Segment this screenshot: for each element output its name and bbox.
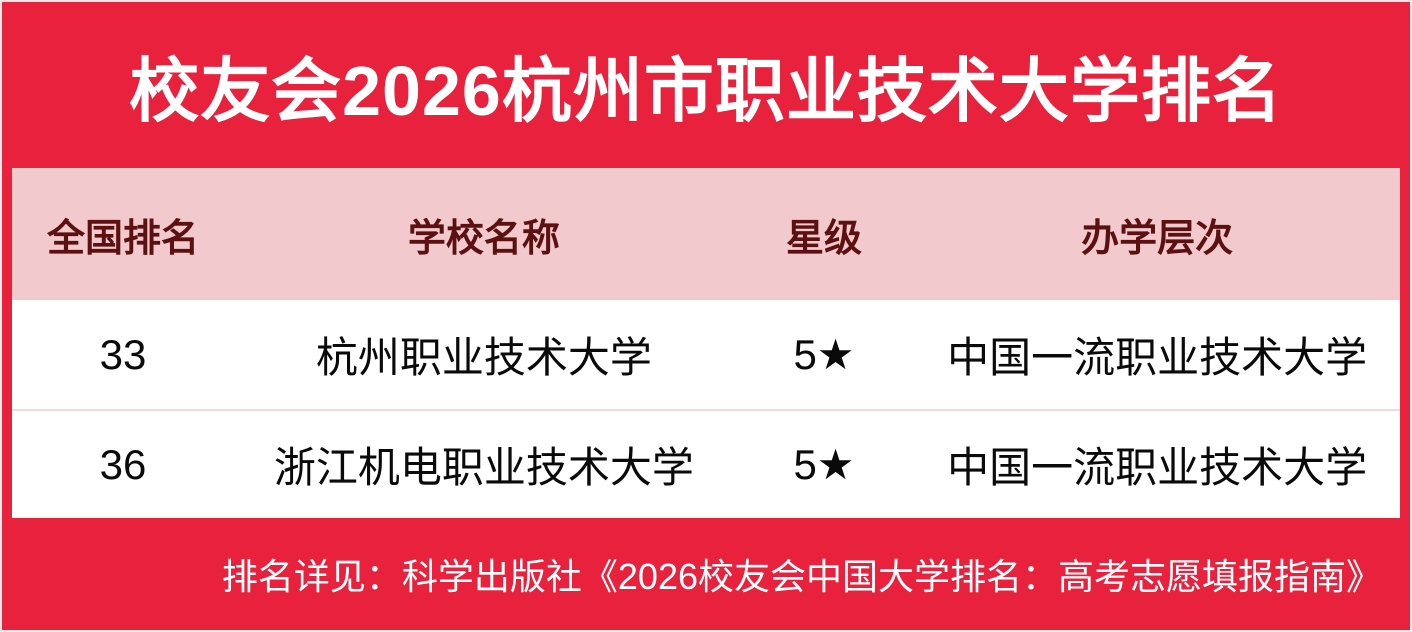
footer-band: 排名详见：科学出版社《2026校友会中国大学排名：高考志愿填报指南》 (2, 518, 1410, 630)
cell-school-name: 浙江机电职业技术大学 (273, 444, 694, 491)
cell-national-rank: 36 (99, 440, 147, 488)
column-header-school-name: 学校名称 (407, 217, 560, 260)
source-note: 排名详见：科学出版社《2026校友会中国大学排名：高考志愿填报指南》 (221, 556, 1382, 597)
ranking-table: 全国排名 学校名称 星级 办学层次 33 杭州职业技术大学 5★ 中国一流职业技… (12, 168, 1400, 518)
column-header-star-rating: 星级 (785, 217, 862, 260)
table-row: 36 浙江机电职业技术大学 5★ 中国一流职业技术大学 (12, 409, 1400, 518)
cell-school-name: 杭州职业技术大学 (315, 334, 652, 381)
page-title: 校友会2026杭州市职业技术大学排名 (129, 51, 1283, 130)
cell-national-rank: 33 (99, 330, 147, 378)
table-header-row: 全国排名 学校名称 星级 办学层次 (12, 168, 1400, 300)
cell-education-level: 中国一流职业技术大学 (947, 444, 1368, 491)
cell-star-rating: 5★ (793, 331, 855, 378)
cell-education-level: 中国一流职业技术大学 (947, 334, 1368, 381)
column-header-education-level: 办学层次 (1081, 217, 1234, 260)
title-band: 校友会2026杭州市职业技术大学排名 (2, 2, 1410, 168)
table-row: 33 杭州职业技术大学 5★ 中国一流职业技术大学 (12, 300, 1400, 409)
column-header-national-rank: 全国排名 (47, 217, 200, 260)
cell-star-rating: 5★ (793, 441, 855, 488)
